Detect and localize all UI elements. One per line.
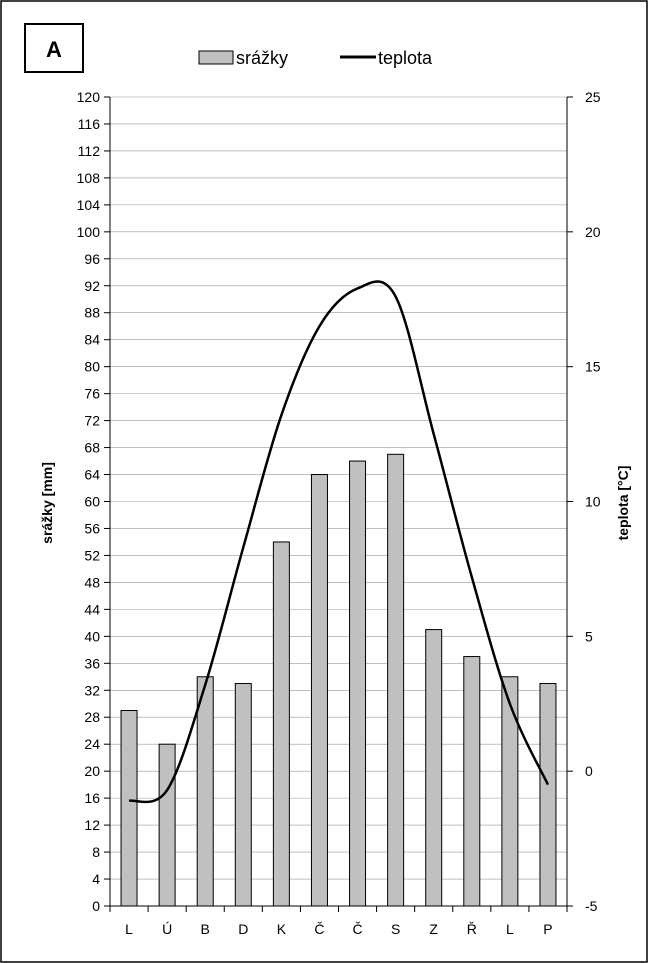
precipitation-bar [463, 656, 481, 907]
left-tick-label: 96 [84, 251, 100, 267]
precipitation-bar [272, 541, 290, 907]
right-tick-label: 25 [585, 89, 601, 105]
left-tick-label: 28 [84, 709, 100, 725]
right-tick-label: -5 [585, 898, 598, 914]
left-tick-label: 40 [84, 628, 100, 644]
legend: srážky teplota [198, 48, 433, 68]
precipitation-bar [234, 683, 252, 907]
precipitation-bar [120, 709, 138, 907]
x-tick-label: L [506, 921, 514, 937]
precipitation-bar [196, 676, 214, 907]
left-tick-label: 64 [84, 467, 100, 483]
right-tick-label: 10 [585, 494, 601, 510]
left-tick-label: 84 [84, 332, 100, 348]
left-tick-label: 104 [77, 197, 101, 213]
left-tick-label: 88 [84, 305, 100, 321]
x-tick-label: Č [314, 921, 324, 937]
left-tick-label: 24 [84, 736, 100, 752]
grid-lines [110, 96, 567, 880]
x-tick-label: S [391, 921, 400, 937]
precipitation-bar [425, 629, 443, 907]
left-tick-label: 80 [84, 359, 100, 375]
left-tick-label: 16 [84, 790, 100, 806]
left-tick-label: 52 [84, 547, 100, 563]
precipitation-bar [349, 460, 367, 907]
temperature-line [128, 280, 550, 804]
x-tick-label: D [238, 921, 248, 937]
x-tick-label: Z [429, 921, 438, 937]
precipitation-bar [387, 453, 405, 907]
left-tick-label: 68 [84, 440, 100, 456]
x-tick-label: Č [352, 921, 362, 937]
left-tick-label: 100 [77, 224, 101, 240]
left-tick-label: 76 [84, 386, 100, 402]
left-tick-label: 48 [84, 574, 100, 590]
panel-label: A [46, 37, 62, 62]
right-tick-label: 0 [585, 763, 593, 779]
right-tick-labels: -5 0 5 10 15 20 25 [585, 89, 601, 914]
left-tick-label: 112 [78, 143, 101, 159]
right-tick-label: 15 [585, 359, 601, 375]
right-axis-title: teplota [°C] [615, 466, 631, 541]
left-tick-label: 56 [84, 520, 100, 536]
left-tick-label: 4 [92, 871, 100, 887]
left-tick-label: 20 [84, 763, 100, 779]
left-tick-label: 120 [77, 89, 101, 105]
legend-line-label: teplota [378, 48, 433, 68]
x-tick-label: P [543, 921, 552, 937]
left-tick-labels: 0481216202428323640444852566064687276808… [77, 89, 101, 914]
left-axis-title: srážky [mm] [39, 462, 55, 544]
x-tick-label: K [277, 921, 287, 937]
legend-bar-label: srážky [236, 48, 288, 68]
left-tick-label: 44 [84, 601, 100, 617]
bar-series [120, 453, 557, 907]
left-tick-label: 92 [84, 278, 100, 294]
precipitation-bar [310, 474, 328, 907]
panel-label-box: A [24, 23, 84, 73]
legend-bar-swatch [198, 50, 234, 65]
x-tick-label: B [201, 921, 210, 937]
line-series [128, 280, 550, 804]
right-tick-label: 5 [585, 628, 593, 644]
left-tick-label: 32 [84, 682, 100, 698]
left-tick-label: 60 [84, 494, 100, 510]
right-tick-label: 20 [585, 224, 601, 240]
left-tick-label: 108 [77, 170, 101, 186]
left-tick-label: 116 [78, 116, 101, 132]
left-tick-label: 36 [84, 655, 100, 671]
left-tick-label: 8 [92, 844, 100, 860]
left-tick-label: 0 [92, 898, 100, 914]
x-tick-label: Ú [162, 921, 172, 937]
x-tick-label: Ř [467, 921, 477, 937]
x-tick-label: L [125, 921, 133, 937]
left-tick-label: 12 [84, 817, 100, 833]
left-tick-label: 72 [84, 413, 100, 429]
axes [104, 96, 573, 912]
precipitation-bar [539, 683, 557, 907]
precipitation-bar [501, 676, 519, 907]
precipitation-bar [158, 743, 176, 907]
